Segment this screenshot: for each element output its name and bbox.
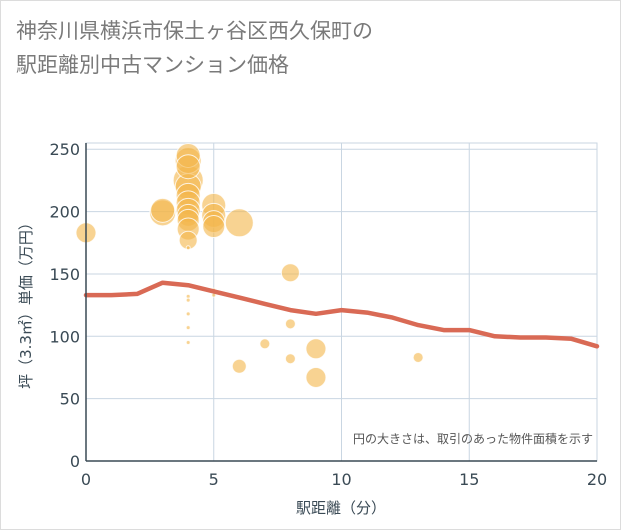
x-tick-label: 5	[209, 470, 219, 489]
bubble-point	[185, 325, 191, 331]
y-tick-label: 150	[49, 265, 80, 284]
bubble-point	[185, 297, 191, 303]
bubble-point	[305, 338, 327, 360]
x-tick-label: 10	[331, 470, 351, 489]
y-axis-label: 坪（3.3㎡）単価（万円）	[17, 215, 35, 389]
chart-title-line-1: 神奈川県横浜市保土ヶ谷区西久保町の	[16, 19, 373, 43]
bubble-point	[280, 263, 300, 283]
y-tick-label: 50	[60, 390, 80, 409]
chart-title: 神奈川県横浜市保土ヶ谷区西久保町の 駅距離別中古マンション価格	[16, 14, 606, 82]
x-tick-label: 0	[81, 470, 91, 489]
size-legend-note: 円の大きさは、取引のあった物件面積を示す	[353, 431, 593, 446]
bubble-point	[185, 245, 191, 251]
bubble-point	[284, 318, 296, 330]
bubble-point	[185, 311, 191, 317]
y-tick-label: 100	[49, 327, 80, 346]
axes	[85, 143, 597, 462]
bubble-point	[224, 208, 254, 238]
bubble-point	[185, 340, 191, 346]
bubble-point	[175, 154, 201, 180]
average-price-line	[83, 280, 600, 349]
y-tick-label: 0	[70, 452, 80, 471]
bubble-point	[412, 351, 424, 363]
x-tick-labels: 0 5 10 15 20	[81, 470, 607, 489]
bubble-point	[150, 197, 176, 223]
bubble-point	[202, 215, 226, 239]
x-axis-label: 駅距離（分）	[296, 499, 386, 517]
y-tick-labels: 0 50 100 150 200 250	[49, 140, 80, 471]
bubble-series	[75, 142, 424, 388]
x-tick-label: 15	[459, 470, 479, 489]
chart-title-line-2: 駅距離別中古マンション価格	[16, 53, 289, 77]
bubble-point	[231, 358, 247, 374]
bubble-point	[284, 353, 296, 365]
y-tick-label: 250	[49, 140, 80, 159]
y-tick-label: 200	[49, 203, 80, 222]
x-tick-label: 20	[587, 470, 607, 489]
average-line-series	[83, 280, 600, 349]
bubble-point	[305, 366, 327, 388]
bubble-point	[259, 338, 271, 350]
